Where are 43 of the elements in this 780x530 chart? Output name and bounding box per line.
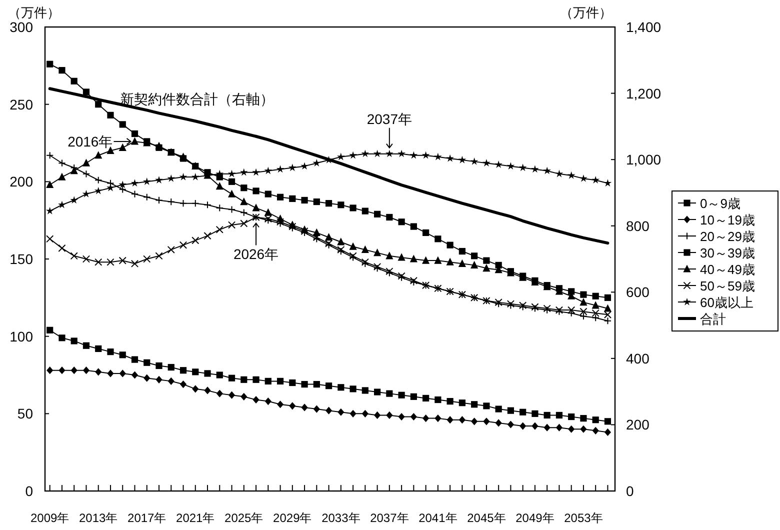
x-tick-label: 2053年	[564, 511, 603, 525]
y-tick-label: 100	[10, 328, 34, 344]
legend-label: 60歳以上	[700, 295, 754, 310]
x-tick-label: 2009年	[30, 511, 70, 525]
legend-label: 10～19歳	[700, 212, 755, 228]
x-tick-label: 2025年	[224, 511, 264, 525]
x-tick-label: 2037年	[370, 511, 409, 525]
y-axis-title: （万件）	[8, 5, 60, 20]
y2-tick-label: 1,000	[626, 152, 662, 168]
x-tick-label: 2041年	[418, 511, 458, 525]
y-tick-label: 300	[10, 19, 34, 35]
x-tick-label: 2021年	[176, 511, 215, 525]
annotation: 2037年	[366, 110, 412, 149]
annotation: 2016年	[68, 133, 132, 150]
annotation: 2026年	[233, 246, 279, 262]
legend-label: 30～39歳	[700, 246, 755, 260]
annotation: 2016年	[68, 133, 113, 150]
x-tick-label: 2049年	[516, 511, 554, 525]
x-tick-label: 2013年	[79, 511, 118, 525]
y-tick-label: 50	[17, 406, 34, 422]
y2-tick-label: 400	[626, 350, 650, 366]
x-tick-label: 2033年	[322, 511, 360, 525]
legend-label: 40～49歳	[700, 262, 755, 277]
x-tick-label: 2045年	[467, 511, 506, 525]
y2-tick-label: 1,400	[626, 19, 662, 35]
y2-tick-label: 800	[626, 218, 650, 234]
legend-label: 0～9歳	[700, 196, 740, 211]
legend-label: 20～29歳	[700, 229, 755, 244]
y2-tick-label: 1,200	[626, 85, 662, 102]
y-tick-label: 0	[25, 483, 34, 499]
y-tick-label: 250	[10, 96, 34, 112]
legend-label: 合計	[700, 312, 726, 326]
y2-tick-label: 600	[626, 284, 650, 300]
y2-tick-label: 0	[626, 483, 634, 499]
annotation: 2037年	[366, 110, 412, 127]
y2-tick-label: 200	[626, 416, 650, 433]
y-tick-label: 150	[10, 251, 34, 267]
x-tick-label: 2029年	[273, 511, 312, 525]
annotation: 2026年	[233, 222, 279, 262]
x-tick-label: 2017年	[128, 511, 166, 525]
legend-label: 50～59歳	[700, 278, 755, 294]
y2-axis-title: （万件）	[560, 5, 612, 20]
y-tick-label: 200	[10, 174, 34, 190]
